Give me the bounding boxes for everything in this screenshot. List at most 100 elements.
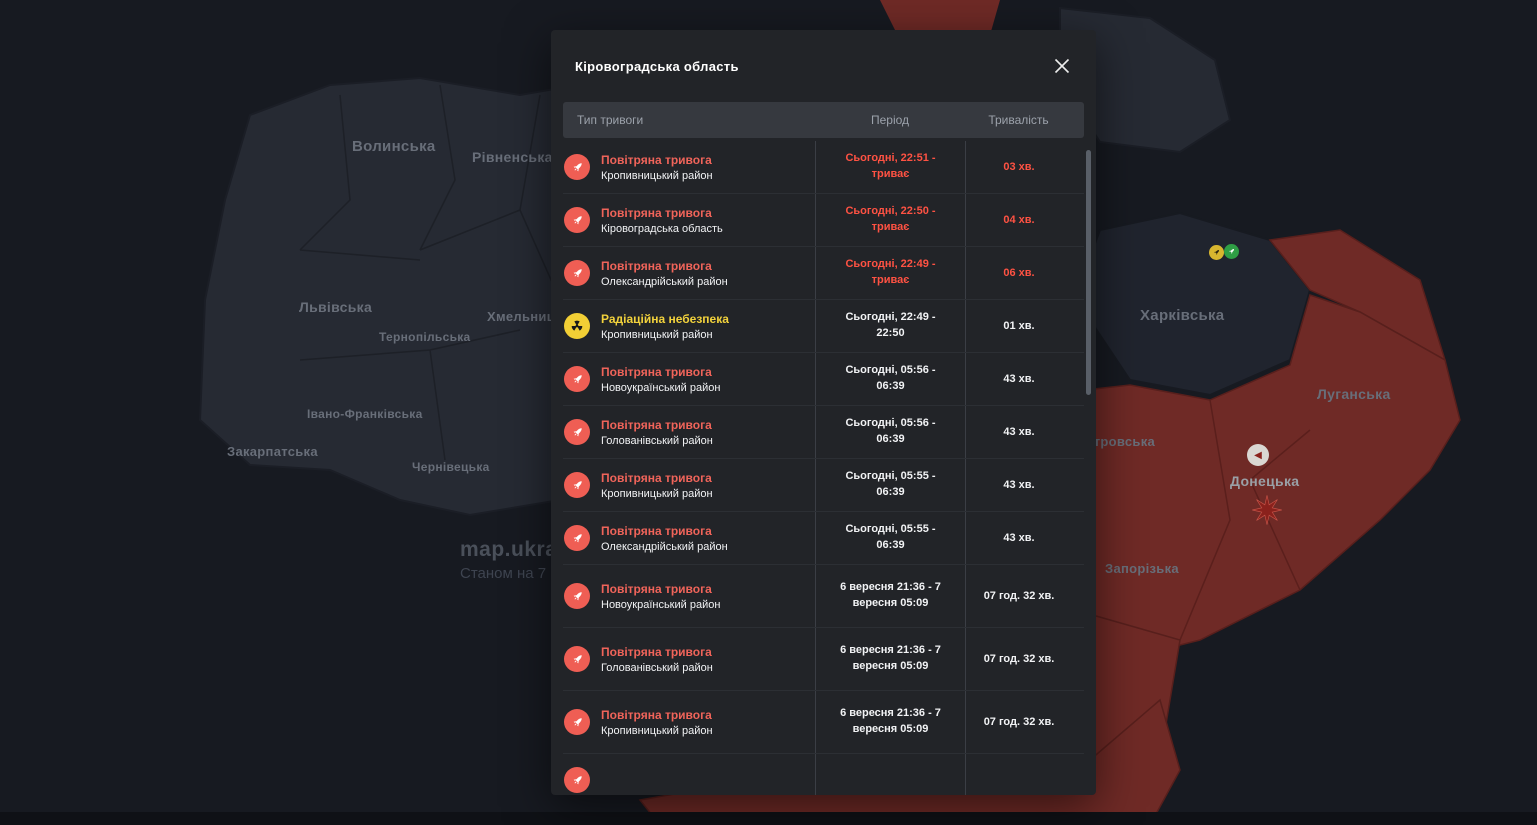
explosion-icon [1250, 493, 1284, 527]
column-header-type: Тип тривоги [577, 113, 644, 127]
map-region-label: Рівненська [472, 149, 553, 165]
map-region-label: Волинська [352, 138, 436, 155]
alert-duration: 07 год. 32 хв. [965, 628, 1072, 690]
arrow-left-icon: ◀ [1247, 444, 1269, 466]
alert-area-label: Олександрійський район [601, 540, 728, 553]
alert-area-label: Новоукраїнський район [601, 598, 721, 611]
alert-row: Повітряна тривога Олександрійський район… [563, 512, 1084, 565]
alert-duration: 07 год. 32 хв. [965, 691, 1072, 753]
map-region-label: Чернівецька [412, 460, 490, 474]
alert-period: Сьогодні, 05:56 - 06:39 [815, 353, 965, 405]
alert-type-label: Повітряна тривога [601, 205, 712, 220]
alert-area-label: Новоукраїнський район [601, 381, 721, 394]
rocket-icon [564, 419, 590, 445]
alert-period: 6 вересня 21:36 - 7 вересня 05:09 [815, 691, 965, 753]
alert-period: Сьогодні, 05:55 - 06:39 [815, 459, 965, 511]
region-alerts-modal: Кіровоградська область Тип тривоги Періо… [551, 30, 1096, 795]
alert-type-cell: Повітряна тривога Голованівський район [563, 628, 815, 690]
alert-period: Сьогодні, 22:49 - 22:50 [815, 300, 965, 352]
alert-type-cell: Повітряна тривога Кіровоградська область [563, 194, 815, 246]
rocket-icon [564, 709, 590, 735]
radiation-icon [564, 313, 590, 339]
alert-type-cell: Повітряна тривога Олександрійський район [563, 512, 815, 564]
alert-type-label: Повітряна тривога [601, 581, 712, 596]
table-header: Тип тривоги Період Тривалість [563, 102, 1084, 138]
modal-title: Кіровоградська область [575, 58, 739, 74]
alert-type-label: Повітряна тривога [601, 523, 712, 538]
alert-period: Сьогодні, 22:50 - триває [815, 194, 965, 246]
rocket-icon [564, 366, 590, 392]
alert-period: 6 вересня 21:36 - 7 вересня 05:09 [815, 628, 965, 690]
alert-row: Радіаційна небезпека Кропивницький район… [563, 300, 1084, 353]
alert-area-label: Олександрійський район [601, 275, 728, 288]
column-header-period: Період [870, 113, 910, 127]
alert-duration: 43 хв. [965, 512, 1072, 564]
modal-scrollbar[interactable] [1086, 150, 1091, 395]
alert-duration: 43 хв. [965, 459, 1072, 511]
alert-row: Повітряна тривога Кропивницький район Сь… [563, 459, 1084, 512]
rocket-icon [564, 767, 590, 793]
alert-period: Сьогодні, 05:56 - 06:39 [815, 406, 965, 458]
alert-area-label: Голованівський район [601, 434, 713, 447]
close-button[interactable] [1048, 52, 1076, 80]
alert-row: Повітряна тривога Кропивницький район Сь… [563, 141, 1084, 194]
rocket-icon [564, 207, 590, 233]
alert-period: 6 вересня 21:36 - 7 вересня 05:09 [815, 565, 965, 627]
map-region-label: Львівська [299, 299, 373, 315]
alert-type-cell: Повітряна тривога Олександрійський район [563, 247, 815, 299]
alert-duration: 07 год. 32 хв. [965, 565, 1072, 627]
alert-type-cell: Повітряна тривога Кропивницький район [563, 691, 815, 753]
alert-type-label: Повітряна тривога [601, 644, 712, 659]
rocket-icon [564, 525, 590, 551]
map-region-label: Харківська [1140, 307, 1225, 324]
alert-duration: 01 хв. [965, 300, 1072, 352]
alert-pin-green-icon [1224, 244, 1239, 259]
alert-duration: 43 хв. [965, 353, 1072, 405]
rocket-icon [564, 154, 590, 180]
alert-type-label: Повітряна тривога [601, 152, 712, 167]
alert-type-label: Повітряна тривога [601, 470, 712, 485]
map-region-label: Запорізька [1105, 561, 1179, 576]
alert-row: Повітряна тривога Олександрійський район… [563, 247, 1084, 300]
rocket-icon [564, 646, 590, 672]
alert-period: Сьогодні, 22:51 - триває [815, 141, 965, 193]
map-region-label: Тернопільська [379, 330, 471, 344]
rocket-icon [564, 583, 590, 609]
bottom-bar [0, 812, 1537, 825]
alert-type-cell [563, 754, 815, 795]
alert-type-label: Радіаційна небезпека [601, 311, 729, 326]
alert-row: Повітряна тривога Кіровоградська область… [563, 194, 1084, 247]
alert-type-label: Повітряна тривога [601, 258, 712, 273]
alert-row [563, 754, 1084, 795]
watermark-title: map.ukrai [460, 538, 564, 561]
alert-area-label: Кропивницький район [601, 169, 713, 182]
alert-type-cell: Повітряна тривога Новоукраїнський район [563, 353, 815, 405]
alert-area-label: Кіровоградська область [601, 222, 723, 235]
alert-period: Сьогодні, 05:55 - 06:39 [815, 512, 965, 564]
alert-type-label: Повітряна тривога [601, 364, 712, 379]
region-red-inner-borders [1179, 399, 1311, 641]
alert-area-label: Голованівський район [601, 661, 713, 674]
map-region-label: Закарпатська [227, 444, 318, 459]
alert-type-cell: Повітряна тривога Голованівський район [563, 406, 815, 458]
alert-duration: 06 хв. [965, 247, 1072, 299]
alert-area-label: Кропивницький район [601, 328, 713, 341]
watermark-subtitle: Станом на 7 [460, 565, 547, 582]
column-header-duration: Тривалість [988, 113, 1049, 127]
alert-duration: 03 хв. [965, 141, 1072, 193]
map-region-label: Луганська [1317, 386, 1391, 402]
map-region-label: Донецька [1230, 473, 1300, 489]
region-inner-borders [299, 84, 561, 461]
alert-area-label: Кропивницький район [601, 487, 713, 500]
rocket-icon [564, 472, 590, 498]
alert-duration: 04 хв. [965, 194, 1072, 246]
alert-type-cell: Повітряна тривога Новоукраїнський район [563, 565, 815, 627]
alert-row: Повітряна тривога Новоукраїнський район … [563, 353, 1084, 406]
modal-header: Кіровоградська область [551, 30, 1096, 102]
alert-rows: Повітряна тривога Кропивницький район Сь… [563, 141, 1084, 795]
map-region-label: Івано-Франківська [307, 407, 423, 421]
alert-type-label: Повітряна тривога [601, 707, 712, 722]
alert-area-label: Кропивницький район [601, 724, 713, 737]
alert-duration: 43 хв. [965, 406, 1072, 458]
